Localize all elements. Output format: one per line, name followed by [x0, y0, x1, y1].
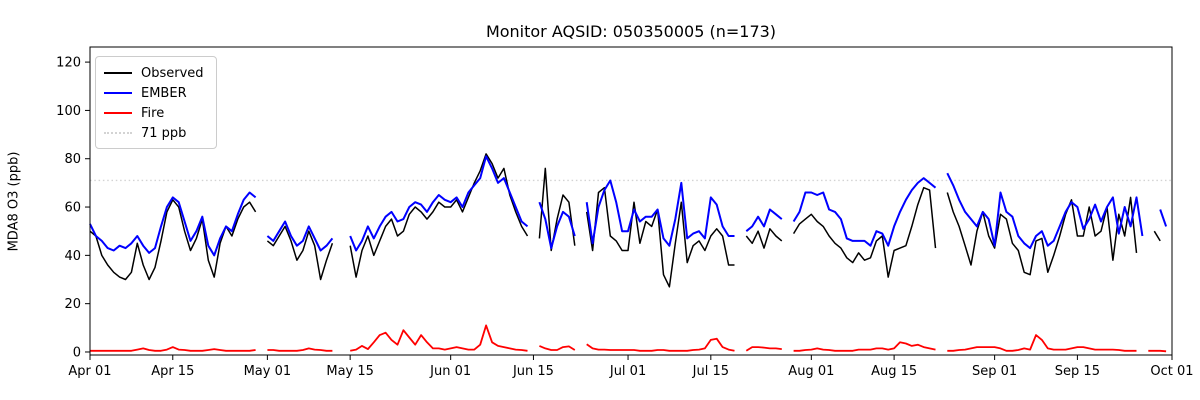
fire-line [350, 324, 528, 352]
observed-line [349, 153, 529, 278]
ember-line [538, 201, 576, 250]
y-tick-label: 80 [64, 152, 81, 167]
x-tick-label: Apr 15 [151, 364, 194, 379]
y-tick-label: 0 [73, 345, 81, 360]
legend-item-ember: EMBER [104, 83, 208, 103]
x-tick-label: Aug 01 [788, 364, 834, 379]
observed-line-sample [104, 72, 132, 74]
legend-label-ember: EMBER [141, 85, 187, 101]
fire-line [745, 346, 782, 352]
ember-line [89, 191, 257, 257]
x-tick-label: Sep 01 [972, 364, 1017, 379]
x-tick-label: Jun 15 [512, 364, 554, 379]
ember-line [792, 177, 937, 247]
y-tick-label: 40 [64, 249, 81, 264]
fire-line [267, 347, 333, 352]
x-tick-label: Jun 01 [429, 364, 471, 379]
x-tick-label: May 15 [326, 364, 374, 379]
observed-line [266, 225, 334, 281]
chart-title: Monitor AQSID: 050350005 (n=173) [485, 22, 777, 41]
observed-line [792, 186, 937, 278]
fire-line [793, 341, 936, 352]
legend: Observed EMBER Fire 71 ppb [95, 56, 217, 149]
y-tick-label: 100 [56, 104, 81, 119]
x-tick-label: Apr 01 [68, 364, 111, 379]
ember-line-sample [104, 92, 132, 94]
x-tick-label: Oct 01 [1150, 364, 1193, 379]
fire-line [586, 337, 735, 352]
legend-item-fire: Fire [104, 103, 208, 123]
observed-line [585, 186, 735, 288]
observed-line [745, 228, 783, 249]
legend-label-fire: Fire [141, 105, 165, 121]
legend-label-observed: Observed [141, 65, 204, 81]
fire-line [539, 345, 576, 351]
y-tick-label: 60 [64, 201, 81, 216]
legend-item-observed: Observed [104, 63, 208, 83]
axes-box [89, 46, 1173, 356]
ember-line [1159, 209, 1168, 227]
fire-line-sample [104, 112, 132, 114]
x-tick-label: Aug 15 [871, 364, 917, 379]
ember-line [946, 172, 1144, 250]
fire-line [90, 346, 256, 352]
ember-line [266, 220, 334, 252]
x-tick-label: May 01 [244, 364, 292, 379]
fire-line [1148, 349, 1167, 353]
ember-line [745, 208, 783, 232]
fire-line [947, 334, 1137, 352]
x-tick-label: Jul 15 [692, 364, 729, 379]
y-tick-label: 120 [56, 56, 81, 71]
observed-line [89, 199, 257, 281]
observed-line [1153, 230, 1161, 242]
ember-line [585, 179, 735, 247]
x-tick-label: Jul 01 [609, 364, 646, 379]
x-tick-label: Sep 15 [1055, 364, 1100, 379]
legend-item-threshold: 71 ppb [104, 123, 208, 143]
legend-label-threshold: 71 ppb [141, 125, 187, 141]
threshold-line-sample [104, 132, 132, 134]
ember-line [349, 155, 529, 252]
y-tick-label: 20 [64, 297, 81, 312]
observed-line [538, 167, 576, 252]
observed-line [946, 192, 1138, 276]
